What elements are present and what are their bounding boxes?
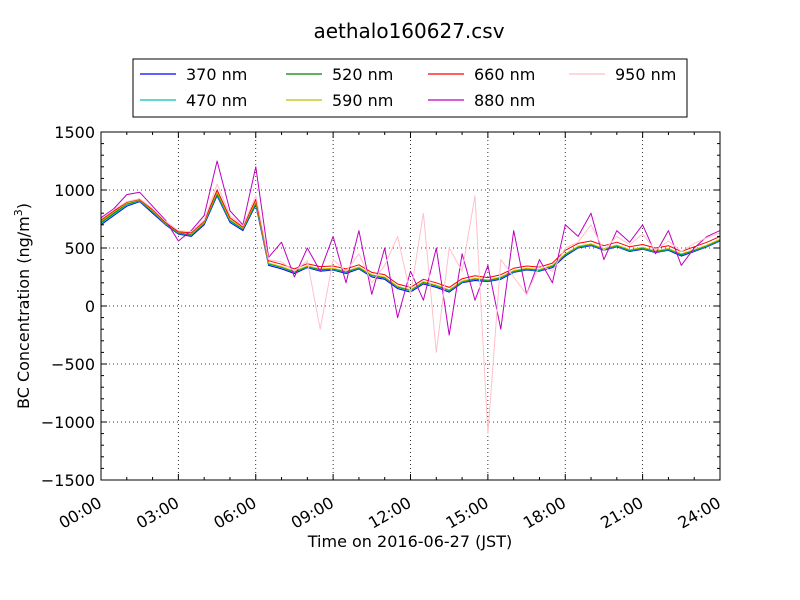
x-tick-label: 24:00 [675, 493, 724, 533]
x-axis-label: Time on 2016-06-27 (JST) [307, 532, 512, 551]
y-tick-label: 500 [64, 239, 95, 258]
y-axis-label-close: ) [14, 203, 33, 209]
legend-label: 590 nm [332, 91, 393, 110]
legend-label: 880 nm [474, 91, 535, 110]
y-tick-label: −1000 [41, 413, 95, 432]
x-tick-label: 21:00 [597, 493, 646, 533]
x-tick-label: 06:00 [210, 493, 259, 533]
y-axis-label: BC Concentration (ng/m3) [12, 203, 33, 409]
series-line-660-nm [100, 189, 721, 288]
legend-label: 470 nm [186, 91, 247, 110]
x-tick-label: 18:00 [520, 493, 569, 533]
legend: 370 nm 470 nm 520 nm 590 nm 660 nm 880 nm 950 … [132, 58, 688, 118]
y-axis-label-main: BC Concentration (ng/m [14, 216, 33, 409]
grid [101, 132, 720, 480]
series-line-590-nm [100, 191, 721, 291]
series-line-370-nm [100, 195, 721, 293]
ticks: 00:00 03:00 06:00 09:00 12:00 15:00 18:00 21:00… [41, 123, 724, 533]
series-line-950-nm [100, 183, 721, 435]
x-tick-label: 03:00 [133, 493, 182, 533]
chart-title: aethalo160627.csv [313, 19, 504, 43]
series-layer [100, 160, 721, 435]
x-tick-label: 00:00 [56, 493, 105, 533]
x-tick-label: 15:00 [442, 493, 491, 533]
x-tick-label: 09:00 [288, 493, 337, 533]
legend-label: 660 nm [474, 65, 535, 84]
legend-label: 950 nm [615, 65, 676, 84]
legend-box [132, 58, 688, 118]
y-tick-label: 1500 [54, 123, 95, 142]
y-tick-label: −1500 [41, 471, 95, 490]
y-tick-label: 1000 [54, 181, 95, 200]
y-tick-label: 0 [85, 297, 95, 316]
legend-label: 520 nm [332, 65, 393, 84]
legend-label: 370 nm [186, 65, 247, 84]
y-axis-label-sup: 3 [12, 209, 25, 216]
series-line-880-nm [100, 160, 721, 336]
y-tick-label: −500 [51, 355, 95, 374]
x-tick-label: 12:00 [365, 493, 414, 533]
